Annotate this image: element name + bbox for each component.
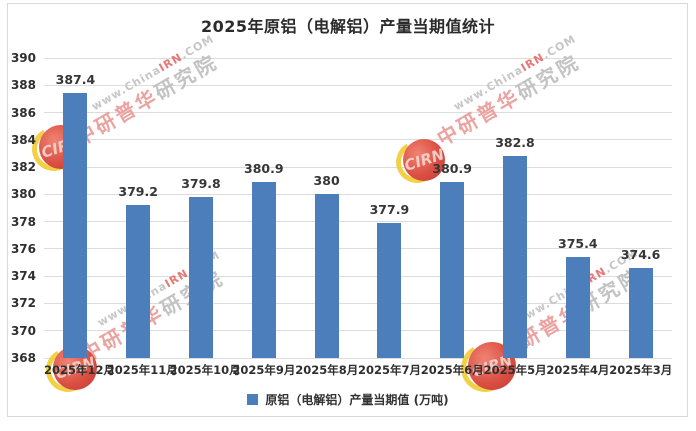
gridline (44, 221, 672, 223)
bar-2025年8月 (314, 194, 339, 358)
bar-data-label: 379.8 (181, 176, 221, 192)
y-tick-label: 386 (10, 105, 36, 120)
gridline (44, 84, 672, 86)
bar-2025年7月 (377, 223, 402, 358)
y-tick-label: 382 (10, 160, 36, 175)
x-axis: 2025年12月 2025年11月 2025年10月 2025年9月 2025年8月 20… (44, 362, 672, 380)
x-tick-label: 2025年10月 (169, 363, 241, 377)
gridline (44, 330, 672, 332)
y-tick-label: 380 (10, 187, 36, 202)
x-tick-label: 2025年4月 (546, 363, 610, 377)
x-tick-label: 2025年12月 (44, 363, 116, 377)
y-tick-label: 378 (10, 214, 36, 229)
y-axis: 368 370 372 374 376 378 380 382 384 386 388 390 (2, 51, 40, 365)
gridline (44, 112, 672, 114)
bar-data-label: 375.4 (558, 236, 598, 252)
gridline (44, 357, 672, 359)
x-tick-label: 2025年5月 (483, 363, 547, 377)
x-tick-label: 2025年9月 (232, 363, 296, 377)
bar-2025年4月 (565, 257, 590, 358)
y-tick-label: 374 (10, 269, 36, 284)
y-tick-label: 370 (10, 323, 36, 338)
gridline (44, 302, 672, 304)
x-tick-label: 2025年3月 (609, 363, 673, 377)
legend: 原铝（电解铝）产量当期值 (万吨) (0, 391, 696, 408)
bar-2025年3月 (628, 268, 653, 358)
chart-title: 2025年原铝（电解铝）产量当期值统计 (200, 17, 496, 36)
bar-data-label: 374.6 (620, 247, 661, 262)
bar-2025年12月 (63, 93, 88, 358)
y-tick-label: 384 (10, 132, 36, 147)
plot-area: 387.4 379.2 379.8 380.9 380 377.9 380.9 382.8 37… (44, 57, 672, 359)
legend-label: 原铝（电解铝）产量当期值 (万吨) (265, 393, 449, 407)
bar-data-label: 379.2 (118, 184, 158, 200)
bar-data-label: 380.9 (244, 161, 284, 177)
bar-2025年6月 (440, 182, 465, 358)
gridline (44, 248, 672, 250)
bar-2025年9月 (251, 182, 276, 358)
bar-data-label: 387.4 (55, 72, 96, 88)
gridline (44, 193, 672, 195)
gridline (44, 275, 672, 277)
x-tick-label: 2025年8月 (295, 363, 359, 377)
y-tick-label: 372 (10, 296, 36, 311)
gridline (44, 166, 672, 168)
x-tick-label: 2025年11月 (106, 363, 178, 377)
y-tick-label: 388 (10, 78, 36, 93)
bar-2025年11月 (126, 205, 151, 358)
bar-data-label: 382.8 (495, 135, 535, 151)
gridline (44, 57, 672, 59)
y-tick-label: 390 (10, 51, 36, 65)
bar-data-label: 377.9 (369, 202, 410, 217)
gridline (44, 139, 672, 141)
bar-data-label: 380 (313, 173, 340, 189)
bar-2025年5月 (503, 156, 527, 358)
y-tick-label: 376 (10, 241, 36, 256)
bar-2025年10月 (189, 197, 213, 358)
y-tick-label: 368 (10, 351, 36, 365)
bar-data-label: 380.9 (432, 161, 472, 177)
x-tick-label: 2025年6月 (420, 363, 484, 377)
x-tick-label: 2025年7月 (358, 363, 422, 377)
legend-swatch (247, 394, 259, 405)
